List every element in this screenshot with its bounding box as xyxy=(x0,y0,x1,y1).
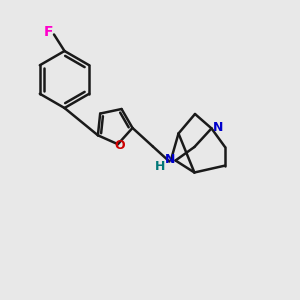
Text: O: O xyxy=(114,139,125,152)
Text: H: H xyxy=(154,160,165,172)
Text: F: F xyxy=(44,25,53,38)
Text: N: N xyxy=(165,153,175,166)
Text: N: N xyxy=(213,121,223,134)
